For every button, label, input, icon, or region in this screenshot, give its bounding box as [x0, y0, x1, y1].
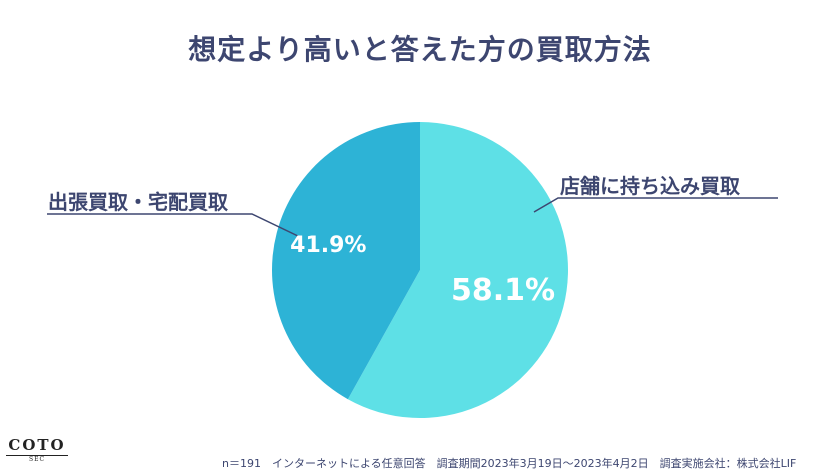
- coto-logo: COTO SEC: [6, 436, 68, 466]
- chart-title: 想定より高いと答えた方の買取方法: [188, 33, 652, 66]
- slice-takuhai: [272, 122, 420, 400]
- logo-rule: [6, 455, 68, 456]
- survey-footnote: n＝191 インターネットによる任意回答 調査期間2023年3月19日〜2023…: [222, 457, 797, 470]
- slice-label-takuhai: 出張買取・宅配買取: [48, 190, 228, 214]
- slice-value-takuhai: 41.9%: [290, 233, 366, 258]
- slice-label-tenpo: 店舗に持ち込み買取: [560, 174, 740, 198]
- connector-line-tenpo: [533, 197, 778, 213]
- logo-subtext: SEC: [28, 456, 46, 463]
- slice-value-tenpo: 58.1%: [451, 273, 555, 308]
- logo-wordmark: COTO: [8, 436, 66, 454]
- slice-tenpo: [347, 122, 569, 419]
- connector-line-takuhai: [47, 213, 301, 238]
